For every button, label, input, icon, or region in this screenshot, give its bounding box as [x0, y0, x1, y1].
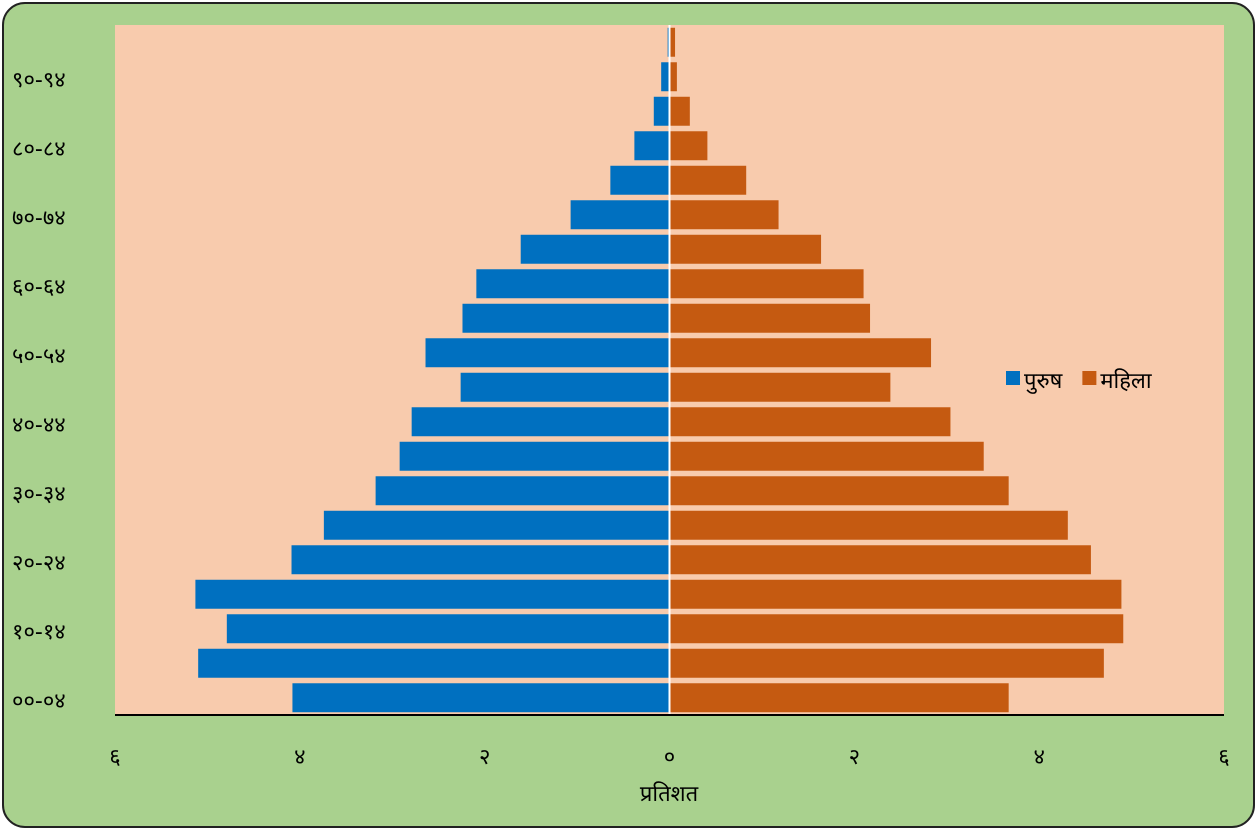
- y-tick-label: ५०-५४: [12, 344, 66, 369]
- bar: [669, 200, 779, 230]
- x-tick-label: ६: [1218, 745, 1229, 770]
- bar: [195, 579, 670, 609]
- y-tick-label: ३०-३४: [12, 482, 66, 507]
- bar: [292, 683, 670, 713]
- bar: [323, 510, 670, 540]
- bar: [661, 62, 670, 92]
- bar: [669, 545, 1091, 575]
- bar: [375, 476, 670, 506]
- bar: [669, 131, 708, 161]
- bar: [669, 96, 690, 126]
- y-tick-label: ६०-६४: [12, 275, 66, 300]
- x-tick-label: ४: [294, 745, 305, 770]
- bar: [669, 165, 747, 195]
- bar: [226, 614, 670, 644]
- bar: [610, 165, 670, 195]
- bar: [669, 338, 932, 368]
- x-axis-title: प्रतिशत: [640, 781, 699, 807]
- y-tick-label: ४०-४४: [12, 413, 66, 438]
- bar: [669, 372, 891, 402]
- bar: [669, 579, 1122, 609]
- legend-label: पुरुष: [1024, 369, 1064, 394]
- x-tick-label: ६: [109, 745, 120, 770]
- bar: [669, 510, 1068, 540]
- bar: [669, 303, 871, 333]
- bar: [669, 476, 1009, 506]
- bar: [462, 303, 670, 333]
- bar: [291, 545, 670, 575]
- y-tick-label: ७०-७४: [12, 206, 66, 231]
- y-tick-label: ९०-९४: [12, 68, 66, 93]
- bar: [653, 96, 670, 126]
- x-tick-label: ४: [1033, 745, 1044, 770]
- bar: [669, 269, 864, 299]
- bar: [669, 62, 677, 92]
- y-tick-label: २०-२४: [12, 551, 66, 576]
- legend-label: महिला: [1100, 368, 1151, 394]
- legend-swatch: [1082, 371, 1097, 385]
- bar: [520, 234, 670, 264]
- bar: [669, 648, 1104, 678]
- bar: [425, 338, 670, 368]
- x-tick-label: २: [479, 745, 490, 770]
- x-tick-label: ०: [664, 745, 675, 770]
- bar: [411, 407, 670, 437]
- bar: [399, 441, 670, 471]
- bar: [669, 407, 951, 437]
- bar: [476, 269, 670, 299]
- x-tick-label: २: [849, 745, 860, 770]
- bar: [669, 614, 1124, 644]
- bar: [570, 200, 670, 230]
- bar: [669, 27, 676, 57]
- bar: [669, 234, 822, 264]
- bar: [198, 648, 670, 678]
- bar: [460, 372, 670, 402]
- y-tick-label: ००-०४: [12, 689, 66, 714]
- legend-swatch: [1006, 371, 1020, 385]
- y-tick-label: १०-१४: [12, 620, 66, 645]
- bar: [669, 683, 1009, 713]
- bar: [634, 131, 670, 161]
- bar: [669, 441, 984, 471]
- y-tick-label: ८०-८४: [12, 137, 66, 162]
